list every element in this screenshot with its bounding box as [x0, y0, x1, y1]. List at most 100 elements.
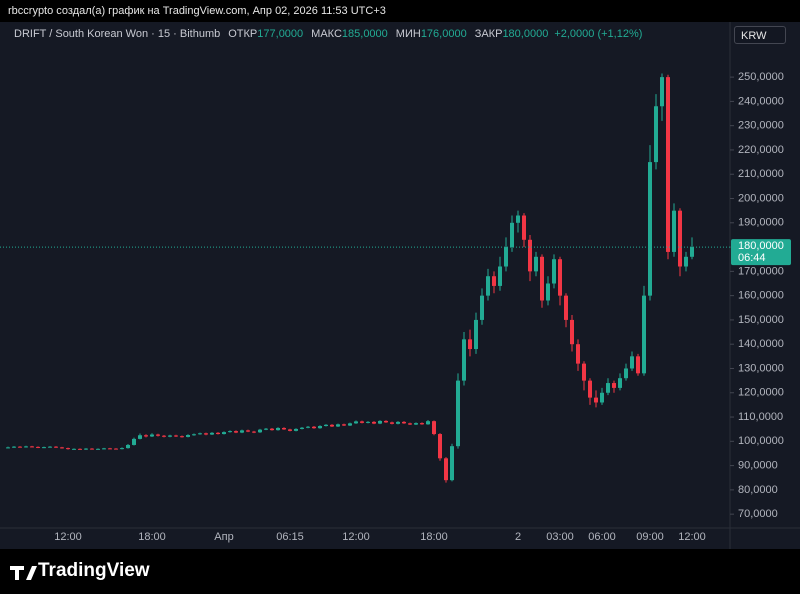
candle-body — [498, 266, 502, 286]
candle-body — [66, 448, 70, 450]
candle-body — [618, 378, 622, 388]
candle-body — [246, 430, 250, 432]
candle-body — [120, 448, 124, 450]
candle-body — [612, 383, 616, 388]
y-tick-label: 170,0000 — [738, 265, 784, 277]
candle-body — [474, 319, 478, 350]
x-tick-label: 18:00 — [138, 531, 166, 543]
candle-body — [654, 106, 658, 163]
candle-body — [378, 420, 382, 424]
candle-body — [354, 421, 358, 424]
candle-body — [384, 420, 388, 423]
legend-value: 180,0000 — [502, 28, 549, 40]
last-price-box — [731, 239, 791, 266]
x-tick-label: 09:00 — [636, 531, 664, 543]
candle-body — [444, 458, 448, 481]
candle-body — [144, 435, 148, 437]
candle-body — [456, 380, 460, 447]
y-tick-label: 120,0000 — [738, 387, 784, 399]
y-tick-label: 240,0000 — [738, 95, 784, 107]
candle-body — [408, 423, 412, 425]
candle-body — [126, 444, 130, 449]
candle-body — [264, 428, 268, 430]
candle-body — [492, 276, 496, 286]
candle-body — [672, 210, 676, 252]
x-tick-label: 18:00 — [420, 531, 448, 543]
legend-label: ОТКР — [228, 28, 258, 40]
candle-body — [360, 421, 364, 423]
candle-body — [96, 448, 100, 450]
candle-body — [396, 421, 400, 424]
candle-body — [570, 319, 574, 345]
candle-body — [36, 446, 40, 448]
candle-body — [546, 283, 550, 301]
candle-body — [504, 247, 508, 267]
candle-body — [168, 435, 172, 437]
y-tick-label: 110,0000 — [738, 411, 783, 423]
candle-body — [114, 448, 118, 450]
candle-body — [438, 434, 442, 459]
candle-body — [276, 427, 280, 431]
candle-body — [186, 435, 190, 437]
candle-body — [534, 256, 538, 272]
candle-body — [90, 448, 94, 450]
candle-body — [558, 259, 562, 296]
candle-body — [24, 446, 28, 448]
y-tick-label: 200,0000 — [738, 192, 784, 204]
candle-body — [18, 446, 22, 448]
candle-body — [366, 421, 370, 423]
candle-body — [690, 247, 694, 257]
candle-body — [528, 239, 532, 272]
y-tick-label: 140,0000 — [738, 338, 784, 350]
candle-body — [216, 432, 220, 435]
chart-panel — [0, 22, 800, 549]
candle-body — [510, 222, 514, 248]
candle-body — [390, 422, 394, 424]
candle-body — [72, 448, 76, 450]
candle-body — [6, 447, 10, 449]
candle-body — [258, 429, 262, 433]
candle-body — [312, 426, 316, 429]
candle-body — [192, 434, 196, 436]
candle-body — [252, 431, 256, 433]
candle-body — [342, 424, 346, 426]
y-tick-label: 210,0000 — [738, 168, 784, 180]
legend-change: +2,0000 (+1,12%) — [554, 28, 643, 40]
candle-body — [678, 210, 682, 267]
candle-body — [630, 356, 634, 369]
candle-body — [642, 295, 646, 374]
candle-body — [198, 433, 202, 435]
candle-body — [318, 426, 322, 429]
candle-body — [480, 295, 484, 320]
y-tick-label: 230,0000 — [738, 120, 784, 132]
candle-body — [486, 276, 490, 296]
x-tick-label: 12:00 — [678, 531, 706, 543]
legend-value: 185,0000 — [341, 28, 388, 40]
footer-logo: TradingView — [38, 560, 150, 581]
symbol-legend: DRIFT / South Korean Won · 15 · Bithumb О… — [14, 28, 642, 40]
candle-body — [306, 426, 310, 428]
x-tick-label: 2 — [515, 531, 521, 543]
candle-body — [78, 448, 82, 450]
y-tick-label: 130,0000 — [738, 362, 784, 374]
candle-body — [102, 448, 106, 450]
candle-body — [660, 77, 664, 107]
candle-body — [336, 424, 340, 427]
candle-body — [282, 427, 286, 430]
candle-body — [600, 392, 604, 403]
currency-button[interactable]: KRW — [734, 26, 786, 44]
logo-icon — [10, 566, 37, 580]
candle-body — [666, 77, 670, 252]
candle-body — [174, 435, 178, 437]
candle-body — [12, 446, 16, 448]
candle-body — [330, 424, 334, 427]
candle-body — [84, 448, 88, 450]
y-tick-label: 220,0000 — [738, 144, 784, 156]
legend-label: МИН — [395, 28, 421, 40]
candle-body — [648, 162, 652, 296]
candle-body — [132, 438, 136, 445]
y-tick-label: 90,0000 — [738, 460, 778, 472]
candle-body — [138, 435, 142, 439]
